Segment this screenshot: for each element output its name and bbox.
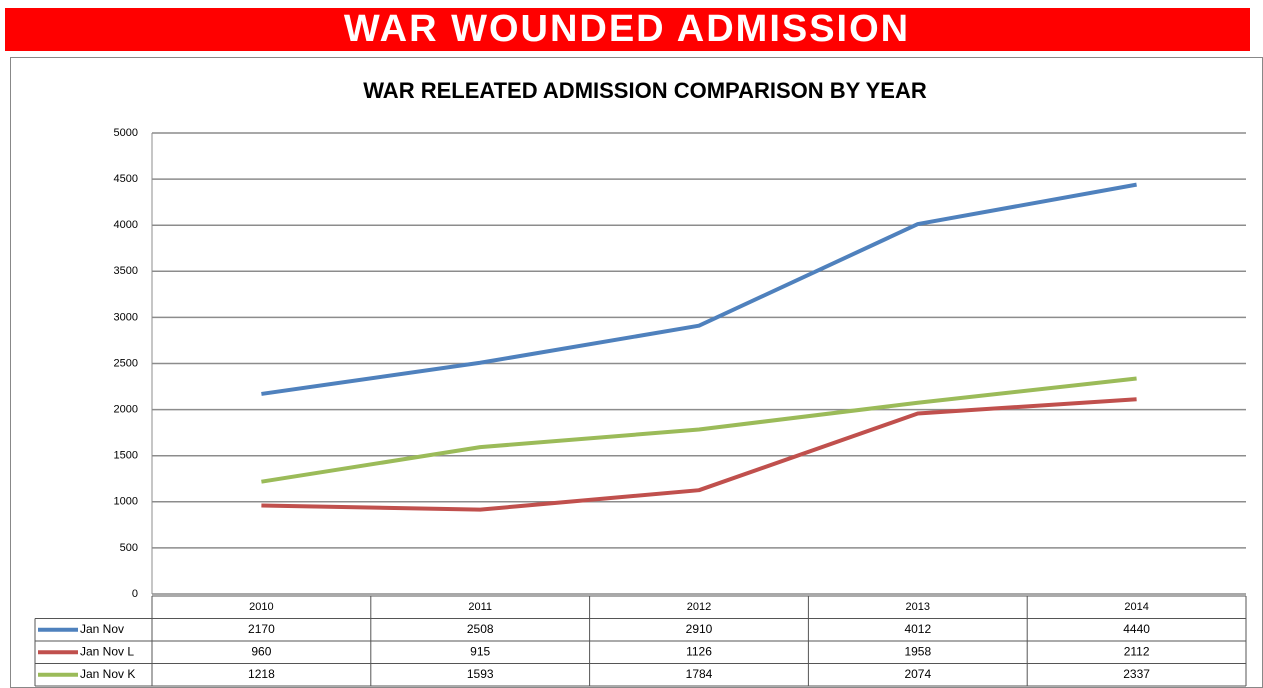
x-tick-label: 2012 [687, 601, 711, 613]
y-tick-label: 3000 [114, 311, 138, 323]
y-tick-label: 0 [132, 588, 138, 600]
chart-border [10, 57, 1263, 688]
y-tick-label: 3500 [114, 265, 138, 277]
series-line [261, 182, 1137, 396]
table-value: 2337 [1123, 667, 1150, 681]
table-value: 1218 [248, 667, 275, 681]
banner [5, 8, 1250, 51]
y-tick-label: 2000 [114, 404, 138, 416]
y-tick-label: 1000 [114, 496, 138, 508]
legend-label: Jan Nov [80, 622, 124, 636]
table-value: 2074 [904, 667, 931, 681]
y-tick-label: 500 [120, 542, 138, 554]
chart-title: WAR RELEATED ADMISSION COMPARISON BY YEA… [363, 78, 927, 103]
table-value: 915 [470, 644, 490, 658]
y-tick-label: 5000 [114, 127, 138, 139]
y-tick-label: 4500 [114, 173, 138, 185]
table-value: 960 [251, 644, 271, 658]
y-tick-label: 2500 [114, 357, 138, 369]
y-tick-label: 1500 [114, 450, 138, 462]
table-value: 2112 [1124, 644, 1150, 658]
y-tick-label: 4000 [114, 219, 138, 231]
banner-title: WAR WOUNDED ADMISSION [344, 8, 910, 50]
x-tick-label: 2014 [1124, 601, 1148, 613]
table-value: 1784 [686, 667, 713, 681]
table-value: 1958 [904, 644, 931, 658]
series-line [261, 376, 1137, 484]
table-value: 2910 [686, 622, 713, 636]
table-value: 4440 [1123, 622, 1150, 636]
table-value: 1126 [686, 644, 712, 658]
table-value: 2508 [467, 622, 494, 636]
x-tick-label: 2011 [468, 601, 492, 613]
legend-label: Jan Nov K [80, 667, 135, 681]
legend-label: Jan Nov L [80, 644, 134, 658]
table-value: 2170 [248, 622, 275, 636]
table-value: 4012 [904, 622, 931, 636]
x-tick-label: 2013 [906, 601, 930, 613]
series-line [261, 397, 1137, 512]
x-tick-label: 2010 [249, 601, 273, 613]
table-value: 1593 [467, 667, 494, 681]
